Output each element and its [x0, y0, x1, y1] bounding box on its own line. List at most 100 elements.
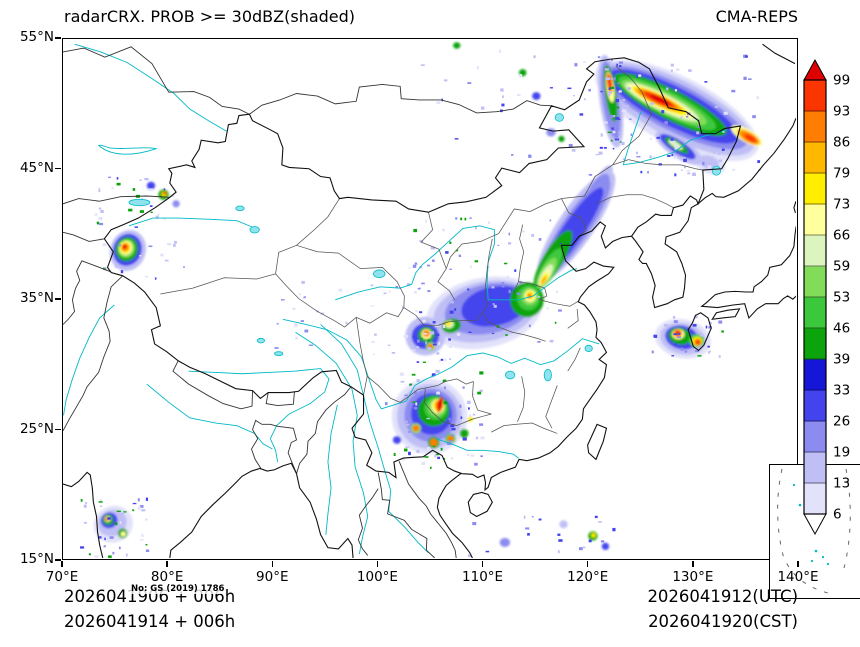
colorbar-tick-label: 13 — [833, 476, 850, 492]
footer-valid-cst: 2026041920(CST) — [648, 612, 798, 631]
taiwan-island — [588, 424, 607, 459]
x-axis-tick — [376, 561, 379, 567]
amur-mouth-coast — [762, 44, 794, 63]
lakes — [129, 114, 721, 381]
map-title: radarCRX. PROB >= 30dBZ(shaded) — [64, 7, 356, 26]
model-name: CMA-REPS — [715, 7, 798, 26]
mekong-river — [321, 324, 429, 552]
pearl-river — [436, 439, 519, 458]
kazakh-kyrgyz-border — [63, 196, 170, 204]
lake-qinghai — [373, 270, 385, 278]
honshu-island — [702, 221, 796, 318]
laos-vietnam-border — [399, 461, 456, 558]
tarim-river — [129, 218, 253, 227]
lake-siling — [257, 338, 264, 343]
tajik-kyrgyz-border — [63, 232, 104, 241]
x-axis-tick-label: 90°E — [256, 569, 289, 585]
hokkaido-fragment — [794, 201, 796, 213]
lake-lop — [250, 226, 259, 232]
china-outline — [104, 58, 740, 490]
india-west-coast — [63, 472, 103, 558]
x-axis-tick — [481, 561, 484, 567]
colorbar-tick-label: 59 — [833, 259, 850, 275]
colorbar-tick-label: 86 — [833, 135, 850, 151]
x-axis-tick — [61, 561, 63, 567]
map-license-number: No: GS (2019) 1786 — [129, 584, 227, 594]
laos-thailand-border — [378, 472, 435, 558]
y-axis-tick-label: 15°N — [19, 551, 54, 567]
lake-khanka — [712, 166, 720, 175]
country-borders — [63, 47, 551, 558]
bhutan-border — [266, 392, 294, 406]
y-axis-tick — [55, 559, 61, 561]
lake-taihu — [585, 345, 592, 351]
map-plot-area: No: GS (2019) 1786 — [62, 38, 860, 599]
colorbar-over-arrow — [803, 58, 827, 81]
lake-bosten — [236, 206, 244, 211]
colorbar: 99 93 86 79 73 66 59 53 46 39 33 26 19 13 6 — [803, 58, 850, 536]
x-axis-tick-label: 120°E — [567, 569, 609, 585]
nine-dash-line-east — [843, 468, 851, 569]
myanmar-coast — [297, 474, 354, 558]
x-axis-tick — [271, 561, 274, 567]
mongolia-russia-border — [249, 84, 551, 114]
x-axis-tick-label: 100°E — [356, 569, 398, 585]
lake-hulun — [555, 114, 563, 122]
y-axis-tick-label: 55°N — [19, 29, 54, 45]
brahmaputra-river — [189, 369, 329, 462]
nepal-india-border — [173, 361, 253, 409]
colorbar-tick-label: 66 — [833, 228, 850, 244]
vietnam-coast — [437, 473, 472, 558]
y-axis-tick-label: 35°N — [19, 290, 54, 306]
colorbar-tick-label: 46 — [833, 321, 850, 337]
yangtze-river — [283, 319, 599, 409]
colorbar-tick-label: 19 — [833, 445, 850, 461]
india-pakistan-border — [63, 276, 123, 431]
lake-poyang — [544, 369, 551, 381]
footer-init-cst: 2026041914 + 006h — [64, 612, 236, 631]
colorbar-tick-label: 33 — [833, 383, 850, 399]
x-axis-tick-label: 130°E — [672, 569, 714, 585]
ganges-river — [147, 384, 273, 449]
nine-dash-line-west — [777, 468, 829, 594]
lake-namtso — [275, 352, 283, 356]
x-axis-tick-label: 80°E — [150, 569, 184, 585]
russia-kazakhstan-border — [63, 47, 249, 114]
y-axis-tick — [55, 298, 61, 300]
y-axis-tick-label: 25°N — [19, 420, 54, 437]
lake-issyk-kul — [129, 199, 150, 205]
bay-of-bengal-coast — [170, 463, 297, 558]
colorbar-under-arrow — [803, 513, 827, 536]
nen-river — [623, 112, 641, 165]
lake-dongting — [505, 371, 514, 379]
primorye-coast — [698, 118, 796, 204]
salween-river — [295, 332, 367, 554]
colorbar-tick-label: 79 — [833, 166, 850, 182]
indus-river — [64, 305, 115, 415]
x-axis-tick — [797, 561, 799, 567]
province-boundaries — [160, 66, 702, 433]
shikoku-island — [712, 309, 739, 319]
y-axis-tick — [55, 428, 61, 431]
kyushu-island — [688, 313, 711, 351]
colorbar-tick-label: 53 — [833, 290, 850, 306]
x-axis-tick — [692, 561, 694, 567]
colorbar-tick-label: 6 — [833, 507, 842, 523]
x-axis-tick — [166, 561, 168, 567]
y-axis-tick-label: 45°N — [19, 159, 54, 176]
colorbar-tick-label: 99 — [833, 73, 850, 89]
footer-valid-utc: 2026041912(UTC) — [647, 587, 798, 606]
bangladesh-india-border — [251, 420, 296, 473]
x-axis-tick-label: 140°E — [777, 569, 819, 585]
korea-coast — [632, 204, 698, 308]
y-axis-tick — [55, 167, 61, 170]
thailand-myanmar-border — [358, 489, 378, 556]
x-axis-tick — [586, 561, 589, 567]
lake-balkhash — [99, 145, 157, 154]
irtysh-river — [75, 44, 227, 131]
geography-layer — [63, 44, 796, 558]
x-axis-tick-label: 110°E — [462, 569, 504, 585]
colorbar-tick-label: 93 — [833, 104, 850, 120]
coastlines — [63, 44, 796, 558]
